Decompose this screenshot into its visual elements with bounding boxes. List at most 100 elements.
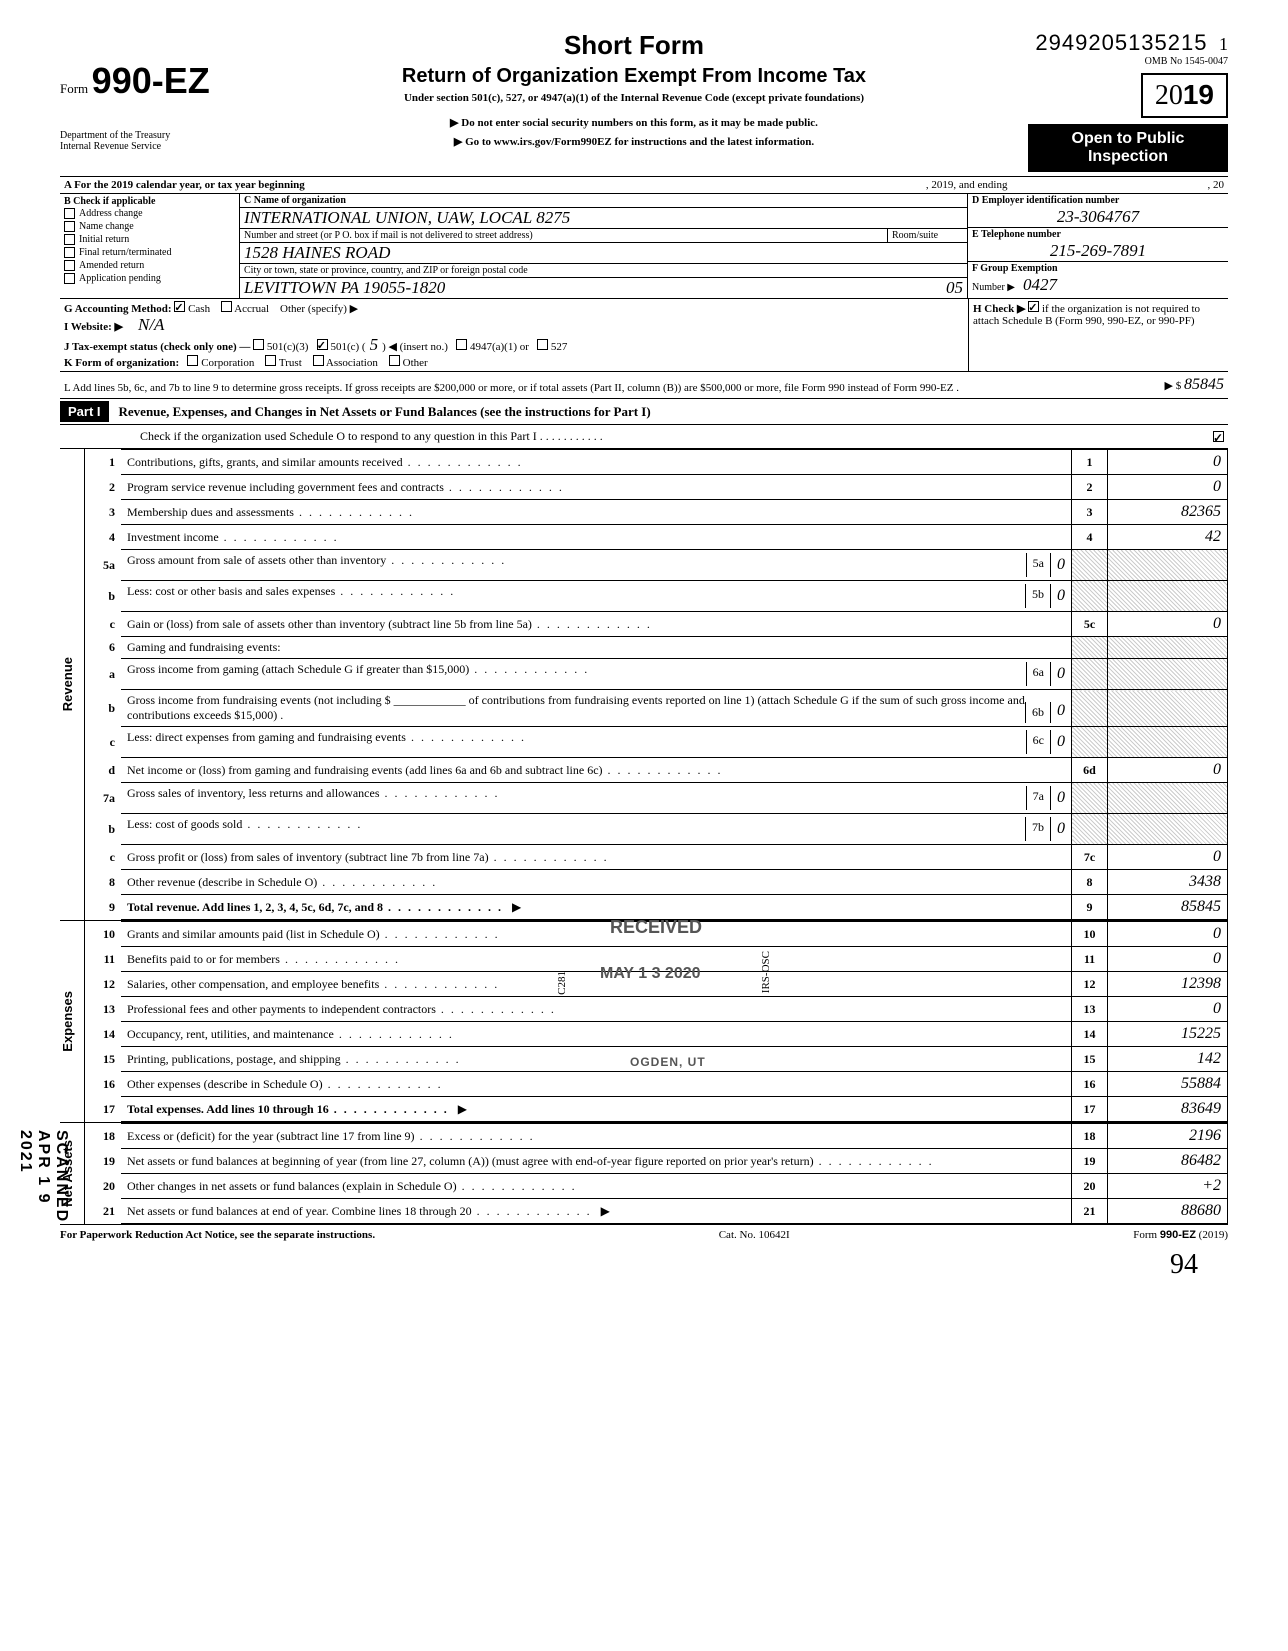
center-title: Short Form Return of Organization Exempt… xyxy=(240,30,1028,148)
label-527: 527 xyxy=(551,341,568,353)
expenses-label: Expenses xyxy=(60,991,84,1052)
net-assets-section: Net Assets 18Excess or (deficit) for the… xyxy=(60,1123,1228,1225)
check-501c[interactable] xyxy=(317,339,328,350)
org-name-value: INTERNATIONAL UNION, UAW, LOCAL 8275 xyxy=(240,208,967,229)
label-address-change: Address change xyxy=(79,208,143,219)
form-prefix: Form xyxy=(60,81,88,96)
ein-label: D Employer identification number xyxy=(968,194,1228,207)
label-amended: Amended return xyxy=(79,260,144,271)
check-other-org[interactable] xyxy=(389,355,400,366)
year-20: 20 xyxy=(1155,80,1183,111)
group-label: F Group Exemption xyxy=(968,262,1228,275)
group-number-label: Number ▶ xyxy=(968,281,1019,294)
year-19: 19 xyxy=(1183,79,1214,110)
row-i: I Website: ▶ N/A xyxy=(64,315,964,335)
instr-no-ssn: ▶ Do not enter social security numbers o… xyxy=(240,116,1028,129)
part1-header-row: Part I Revenue, Expenses, and Changes in… xyxy=(60,399,1228,425)
dln: 294920513521 xyxy=(1035,30,1194,55)
check-initial-return[interactable] xyxy=(64,234,75,245)
omb-number: OMB No 1545-0047 xyxy=(1028,56,1228,67)
line-2: 2Program service revenue including gover… xyxy=(85,475,1228,500)
check-address-change[interactable] xyxy=(64,208,75,219)
col-b-label: B Check if applicable xyxy=(64,196,235,207)
open-line1: Open to Public xyxy=(1042,130,1214,148)
line-21: 21Net assets or fund balances at end of … xyxy=(85,1199,1228,1224)
label-pending: Application pending xyxy=(79,273,161,284)
line-7b: bLess: cost of goods sold7b0 xyxy=(85,814,1228,845)
label-corp: Corporation xyxy=(201,357,254,369)
part1-sub-row: Check if the organization used Schedule … xyxy=(60,425,1228,449)
line-a-mid: , 2019, and ending xyxy=(926,179,1008,191)
check-amended[interactable] xyxy=(64,260,75,271)
phone-value: 215-269-7891 xyxy=(968,241,1228,262)
website-value: N/A xyxy=(134,315,168,334)
line-l-text: L Add lines 5b, 6c, and 7b to line 9 to … xyxy=(64,382,1084,394)
line-l-arrow: ▶ $ xyxy=(1165,380,1182,392)
line-5a: 5aGross amount from sale of assets other… xyxy=(85,550,1228,581)
line-7c: cGross profit or (loss) from sales of in… xyxy=(85,845,1228,870)
label-accrual: Accrual xyxy=(234,303,269,315)
line-6b: bGross income from fundraising events (n… xyxy=(85,690,1228,727)
line-3: 3Membership dues and assessments382365 xyxy=(85,500,1228,525)
part1-title: Revenue, Expenses, and Changes in Net As… xyxy=(109,404,651,420)
row-j: J Tax-exempt status (check only one) — 5… xyxy=(64,335,964,355)
label-insert-no: ) ◀ (insert no.) xyxy=(382,341,448,353)
label-initial-return: Initial return xyxy=(79,234,129,245)
group-value: 0427 xyxy=(1019,275,1061,295)
check-accrual[interactable] xyxy=(221,301,232,312)
line-4: 4Investment income442 xyxy=(85,525,1228,550)
check-corp[interactable] xyxy=(187,355,198,366)
received-stamp: RECEIVED xyxy=(600,913,712,942)
line-6d: dNet income or (loss) from gaming and fu… xyxy=(85,758,1228,783)
i-label: I Website: ▶ xyxy=(64,321,123,333)
row-k: K Form of organization: Corporation Trus… xyxy=(64,355,964,369)
open-line2: Inspection xyxy=(1042,148,1214,166)
check-trust[interactable] xyxy=(265,355,276,366)
j-label: J Tax-exempt status (check only one) — xyxy=(64,341,250,353)
footer: For Paperwork Reduction Act Notice, see … xyxy=(60,1225,1228,1241)
check-pending[interactable] xyxy=(64,273,75,284)
top-right-1: 1 xyxy=(1219,34,1228,54)
row-h: H Check ▶ if the organization is not req… xyxy=(968,299,1228,371)
line-20: 20Other changes in net assets or fund ba… xyxy=(85,1174,1228,1199)
footer-left: For Paperwork Reduction Act Notice, see … xyxy=(60,1229,375,1241)
501c-insert-value: 5 xyxy=(366,335,383,354)
part1-label: Part I xyxy=(60,401,109,422)
check-name-change[interactable] xyxy=(64,221,75,232)
check-assoc[interactable] xyxy=(313,355,324,366)
row-g: G Accounting Method: Cash Accrual Other … xyxy=(64,301,964,315)
check-501c3[interactable] xyxy=(253,339,264,350)
check-cash[interactable] xyxy=(174,301,185,312)
instr-goto: ▶ Go to www.irs.gov/Form990EZ for instru… xyxy=(240,135,1028,148)
check-schedule-o[interactable] xyxy=(1213,431,1224,442)
city-value: LEVITTOWN PA 19055-1820 xyxy=(240,278,942,298)
net-assets-label: Net Assets xyxy=(60,1140,84,1207)
check-4947[interactable] xyxy=(456,339,467,350)
label-trust: Trust xyxy=(279,357,302,369)
line-19: 19Net assets or fund balances at beginni… xyxy=(85,1149,1228,1174)
org-name-label: C Name of organization xyxy=(240,194,967,208)
col-b: B Check if applicable Address change Nam… xyxy=(60,194,240,298)
form-label-box: Form 990-EZ Department of the Treasury I… xyxy=(60,30,240,152)
revenue-section: Revenue 1Contributions, gifts, grants, a… xyxy=(60,449,1228,921)
expenses-section: Expenses 10Grants and similar amounts pa… xyxy=(60,921,1228,1123)
city-extra: 05 xyxy=(942,278,967,298)
return-title: Return of Organization Exempt From Incom… xyxy=(240,65,1028,88)
label-cash: Cash xyxy=(188,303,210,315)
city-label: City or town, state or province, country… xyxy=(240,264,967,278)
label-name-change: Name change xyxy=(79,221,134,232)
check-527[interactable] xyxy=(537,339,548,350)
line-5b: bLess: cost or other basis and sales exp… xyxy=(85,581,1228,612)
line-6c: cLess: direct expenses from gaming and f… xyxy=(85,727,1228,758)
line-13: 13Professional fees and other payments t… xyxy=(85,997,1228,1022)
dln-suffix: 5 xyxy=(1194,30,1207,55)
street-value: 1528 HAINES ROAD xyxy=(240,243,967,264)
ogden-stamp: OGDEN, UT xyxy=(620,1051,716,1073)
check-schedule-b[interactable] xyxy=(1028,301,1039,312)
received-date-stamp: MAY 1 3 2020 xyxy=(590,961,711,987)
col-c: C Name of organization INTERNATIONAL UNI… xyxy=(240,194,968,298)
line-18: 18Excess or (deficit) for the year (subt… xyxy=(85,1124,1228,1149)
check-final-return[interactable] xyxy=(64,247,75,258)
label-final-return: Final return/terminated xyxy=(79,247,171,258)
right-header-box: 2949205135215 1 OMB No 1545-0047 2019 Op… xyxy=(1028,30,1228,172)
